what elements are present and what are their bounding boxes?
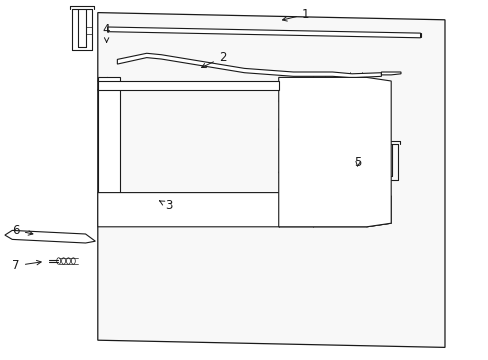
Text: 1: 1	[282, 8, 309, 21]
Text: 7: 7	[12, 259, 41, 272]
Polygon shape	[107, 27, 420, 38]
Polygon shape	[98, 193, 390, 227]
Polygon shape	[381, 72, 400, 75]
Polygon shape	[5, 230, 95, 243]
Polygon shape	[98, 81, 278, 90]
Text: 3: 3	[159, 199, 172, 212]
Text: 6: 6	[12, 224, 33, 237]
Polygon shape	[117, 53, 381, 78]
Polygon shape	[98, 13, 444, 347]
Text: 5: 5	[353, 156, 361, 169]
Text: 4: 4	[102, 23, 110, 42]
Polygon shape	[98, 77, 120, 193]
Polygon shape	[278, 77, 390, 227]
Text: 2: 2	[201, 51, 226, 68]
